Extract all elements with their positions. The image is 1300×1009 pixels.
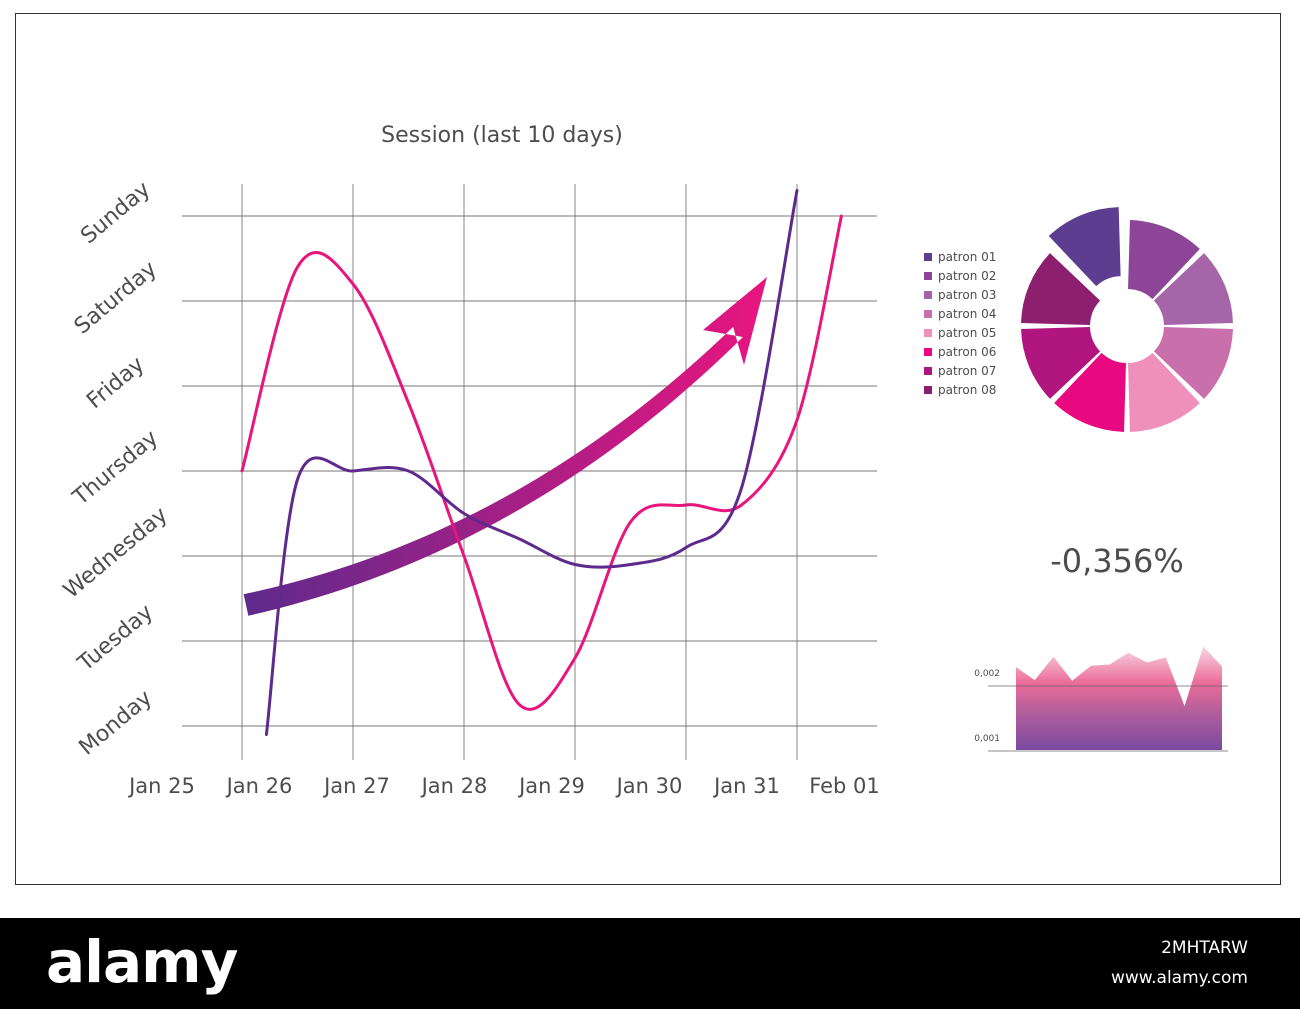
legend-swatch-patron-01 <box>924 253 932 261</box>
donut-slice-patron-08 <box>1021 253 1101 325</box>
y-tick-wednesday: Wednesday <box>59 503 173 604</box>
legend-label-patron-06: patron 06 <box>938 345 996 359</box>
main-chart-series <box>240 189 843 736</box>
legend-swatch-patron-05 <box>924 329 932 337</box>
donut-slice-patron-01 <box>1048 207 1121 287</box>
legend-label-patron-05: patron 05 <box>938 326 996 340</box>
footer-bar: alamy 2MHTARW www.alamy.com <box>0 918 1300 1009</box>
x-tick-jan-25: Jan 25 <box>127 774 195 798</box>
legend-swatch-patron-08 <box>924 386 932 394</box>
area-headline: -0,356% <box>1050 542 1184 580</box>
main-chart-x-tick-labels: Jan 25 Jan 26 Jan 27 Jan 28 Jan 29 Jan 30 Jan … <box>127 774 880 798</box>
x-tick-jan-28: Jan 28 <box>420 774 488 798</box>
donut-slice-patron-05 <box>1128 352 1200 432</box>
site-url-label: www.alamy.com <box>1110 968 1248 988</box>
legend-swatch-patron-02 <box>924 272 932 280</box>
legend-label-patron-02: patron 02 <box>938 269 996 283</box>
donut-slice-patron-02 <box>1128 220 1200 300</box>
legend-label-patron-01: patron 01 <box>938 250 996 264</box>
legend-swatch-patron-04 <box>924 310 932 318</box>
y-tick-thursday: Thursday <box>68 426 163 512</box>
brand-logo: alamy <box>46 928 238 996</box>
donut-slice-patron-04 <box>1153 327 1233 399</box>
x-tick-jan-27: Jan 27 <box>322 774 390 798</box>
y-tick-sunday: Sunday <box>76 177 155 249</box>
legend-label-patron-07: patron 07 <box>938 364 996 378</box>
main-chart-title: Session (last 10 days) <box>381 123 623 148</box>
x-tick-jan-31: Jan 31 <box>712 774 780 798</box>
y-tick-friday: Friday <box>82 352 149 414</box>
legend-label-patron-04: patron 04 <box>938 307 996 321</box>
legend-swatch-patron-03 <box>924 291 932 299</box>
x-tick-jan-29: Jan 29 <box>517 774 585 798</box>
area-y-tick-0-001: 0,001 <box>974 734 1000 744</box>
area-chart: 0,002 0,001 <box>974 646 1228 752</box>
legend-swatch-patron-07 <box>924 367 932 375</box>
area-fill <box>1016 646 1222 750</box>
legend-label-patron-08: patron 08 <box>938 383 996 397</box>
donut-slice-patron-07 <box>1021 327 1101 399</box>
trend-arrow <box>243 277 768 616</box>
legend-label-patron-03: patron 03 <box>938 288 996 302</box>
legend-swatch-patron-06 <box>924 348 932 356</box>
donut-chart <box>1021 207 1233 432</box>
series-line-1 <box>240 214 843 711</box>
image-id-label: 2MHTARW <box>1161 938 1248 958</box>
dashboard-canvas: Session (last 10 days) Monday TuesdayWedn… <box>59 123 1233 798</box>
donut-legend: patron 01 patron 02 patron 03 patron 04 patr… <box>924 250 996 397</box>
y-tick-tuesday: Tuesday <box>73 600 158 677</box>
donut-slice-patron-06 <box>1054 352 1126 432</box>
y-tick-saturday: Saturday <box>70 257 162 340</box>
x-tick-jan-26: Jan 26 <box>225 774 293 798</box>
series-line-2 <box>264 189 799 736</box>
x-tick-jan-30: Jan 30 <box>615 774 683 798</box>
x-tick-feb-01: Feb 01 <box>809 774 880 798</box>
area-y-tick-0-002: 0,002 <box>974 669 1000 679</box>
y-tick-monday: Monday <box>75 686 158 761</box>
donut-slice-patron-03 <box>1153 253 1233 325</box>
